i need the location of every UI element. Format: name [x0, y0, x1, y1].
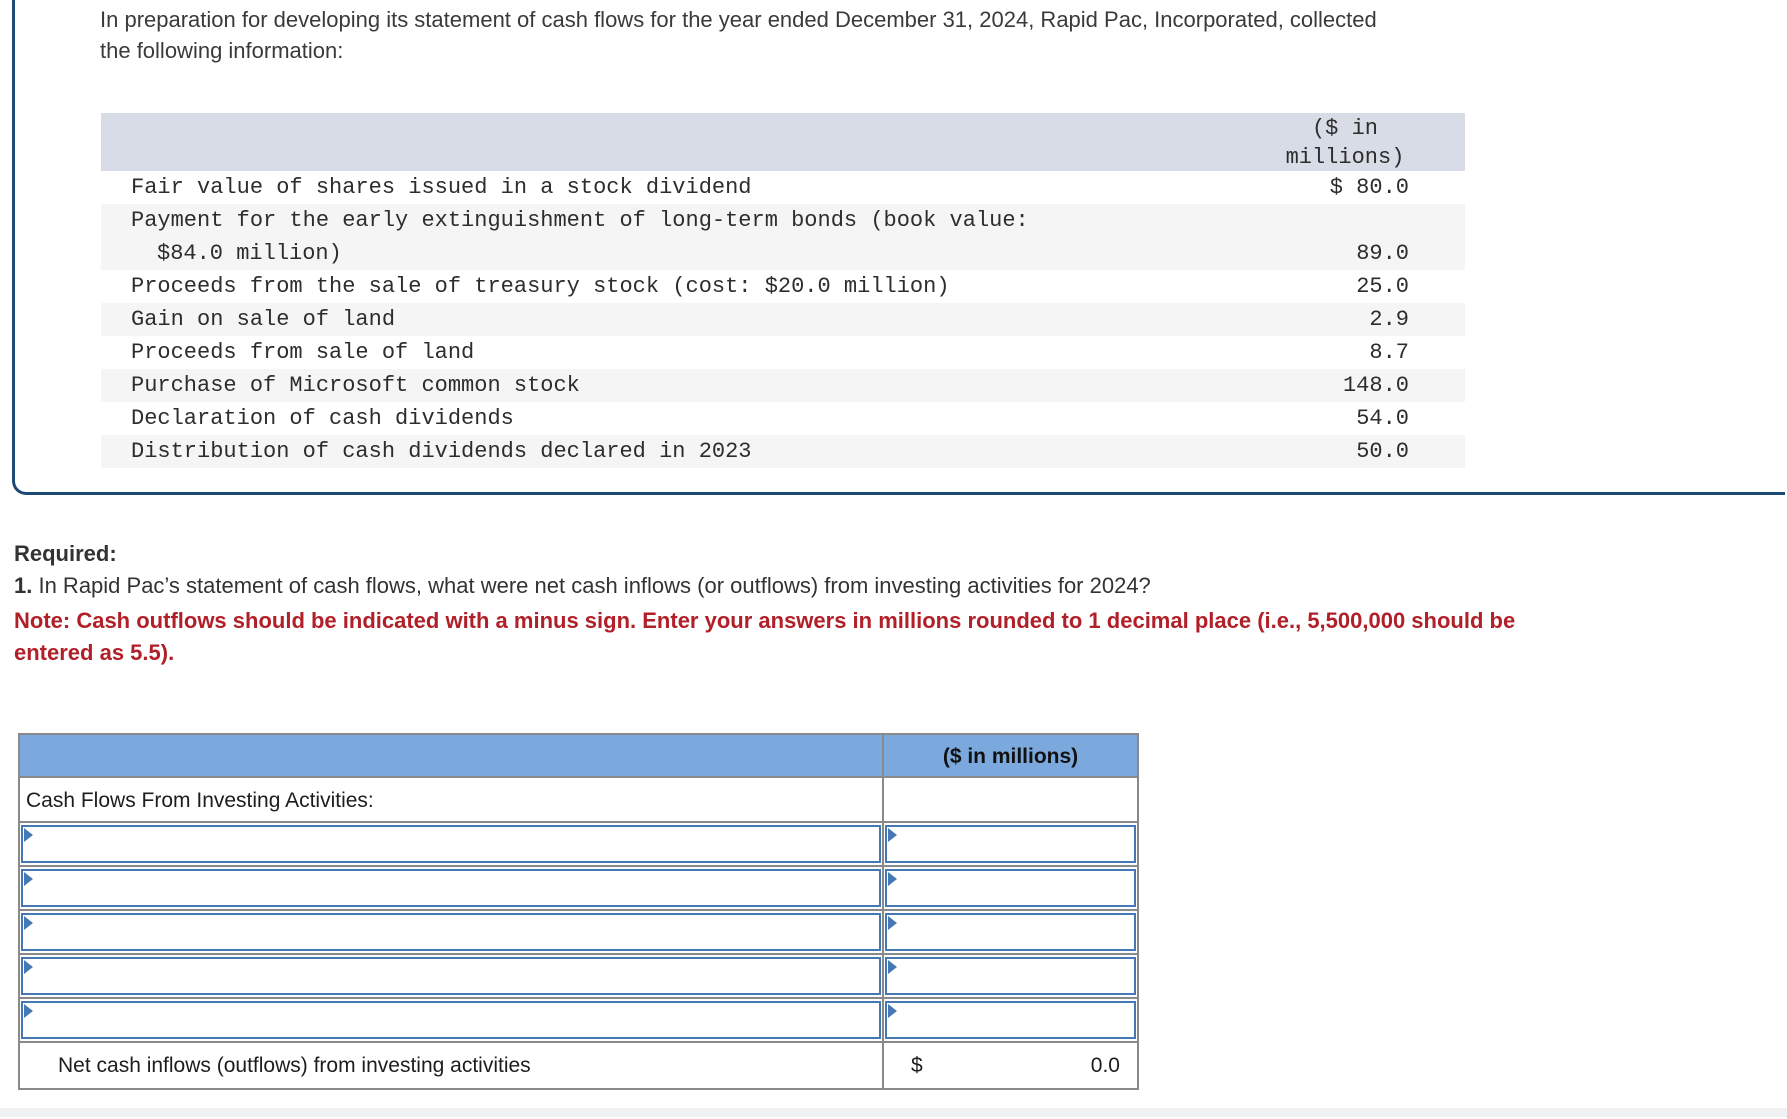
answer-unit-header: ($ in millions) [942, 745, 1079, 768]
description-cell [20, 955, 884, 997]
info-row: Fair value of shares issued in a stock d… [101, 171, 1465, 204]
dropdown-flag-icon [888, 828, 897, 842]
info-unit-line2: millions) [1285, 145, 1405, 170]
description-cell [20, 911, 884, 953]
dropdown-flag-icon [24, 960, 33, 974]
description-dropdown[interactable] [21, 957, 881, 995]
info-value: 2.9 [1369, 307, 1409, 332]
amount-cell [884, 911, 1137, 953]
total-value: 0.0 [1090, 1054, 1120, 1077]
description-cell [20, 823, 884, 865]
info-row: Declaration of cash dividends 54.0 [101, 402, 1465, 435]
description-dropdown[interactable] [21, 1001, 881, 1039]
info-label: Proceeds from sale of land [131, 340, 475, 365]
problem-card: In preparation for developing its statem… [12, 0, 1785, 495]
info-label: Purchase of Microsoft common stock [131, 373, 580, 398]
amount-input[interactable] [885, 913, 1136, 951]
info-row: Payment for the early extinguishment of … [101, 204, 1465, 270]
info-row: Purchase of Microsoft common stock 148.0 [101, 369, 1465, 402]
dropdown-flag-icon [24, 872, 33, 886]
question-body: In Rapid Pac’s statement of cash flows, … [32, 573, 1151, 598]
answer-header-left [20, 735, 884, 776]
answer-table-header: ($ in millions) [20, 735, 1137, 778]
amount-cell [884, 823, 1137, 865]
amount-input[interactable] [885, 869, 1136, 907]
answer-input-row [20, 911, 1137, 955]
info-row: Proceeds from sale of land 8.7 [101, 336, 1465, 369]
info-label: Proceeds from the sale of treasury stock… [131, 274, 950, 299]
info-value: 54.0 [1356, 406, 1409, 431]
info-unit-line1: ($ in [1311, 116, 1378, 141]
answer-table: ($ in millions) Cash Flows From Investin… [18, 733, 1139, 1090]
info-value: 50.0 [1356, 439, 1409, 464]
dropdown-flag-icon [24, 1004, 33, 1018]
info-label: Gain on sale of land [131, 307, 396, 332]
info-value: $ 80.0 [1329, 175, 1409, 200]
total-amount-cell: $ 0.0 [884, 1043, 1137, 1088]
answer-input-row [20, 955, 1137, 999]
total-row: Net cash inflows (outflows) from investi… [20, 1043, 1137, 1088]
info-row: Gain on sale of land 2.9 [101, 303, 1465, 336]
description-dropdown[interactable] [21, 825, 881, 863]
description-dropdown[interactable] [21, 913, 881, 951]
info-label: Fair value of shares issued in a stock d… [131, 175, 752, 200]
amount-input[interactable] [885, 1001, 1136, 1039]
description-dropdown[interactable] [21, 869, 881, 907]
info-row: Proceeds from the sale of treasury stock… [101, 270, 1465, 303]
answer-input-row [20, 867, 1137, 911]
description-cell [20, 999, 884, 1041]
info-unit-header: ($ in millions) [1225, 113, 1465, 171]
amount-cell [884, 999, 1137, 1041]
info-header-spacer [101, 113, 1225, 171]
info-value: 25.0 [1356, 274, 1409, 299]
question-number: 1. [14, 573, 33, 598]
dropdown-flag-icon [888, 916, 897, 930]
info-value: 89.0 [1356, 241, 1409, 266]
answer-input-row [20, 823, 1137, 867]
dropdown-flag-icon [888, 872, 897, 886]
question-text: 1. In Rapid Pac’s statement of cash flow… [14, 573, 1774, 599]
section-label: Cash Flows From Investing Activities: [20, 778, 884, 821]
amount-input[interactable] [885, 957, 1136, 995]
intro-text: In preparation for developing its statem… [100, 7, 1377, 63]
info-value: 148.0 [1342, 373, 1409, 398]
note-text: Note: Cash outflows should be indicated … [14, 608, 1516, 665]
dropdown-flag-icon [888, 960, 897, 974]
required-heading: Required: [14, 541, 117, 566]
amount-input[interactable] [885, 825, 1136, 863]
amount-cell [884, 955, 1137, 997]
info-label: Distribution of cash dividends declared … [131, 439, 752, 464]
info-value: 8.7 [1369, 340, 1409, 365]
info-label: Declaration of cash dividends [131, 406, 514, 431]
info-table-header: ($ in millions) [101, 113, 1465, 171]
amount-cell [884, 867, 1137, 909]
given-info-table: ($ in millions) Fair value of shares iss… [101, 113, 1465, 468]
answer-input-row [20, 999, 1137, 1043]
currency-symbol: $ [911, 1054, 923, 1077]
description-cell [20, 867, 884, 909]
total-label: Net cash inflows (outflows) from investi… [20, 1043, 884, 1088]
section-label-row: Cash Flows From Investing Activities: [20, 778, 1137, 823]
dropdown-flag-icon [24, 916, 33, 930]
dropdown-flag-icon [888, 1004, 897, 1018]
dropdown-flag-icon [24, 828, 33, 842]
info-label: Payment for the early extinguishment of … [131, 208, 1029, 266]
info-row: Distribution of cash dividends declared … [101, 435, 1465, 468]
section-divider-strip [0, 1108, 1787, 1117]
section-label-value-cell [884, 778, 1137, 821]
